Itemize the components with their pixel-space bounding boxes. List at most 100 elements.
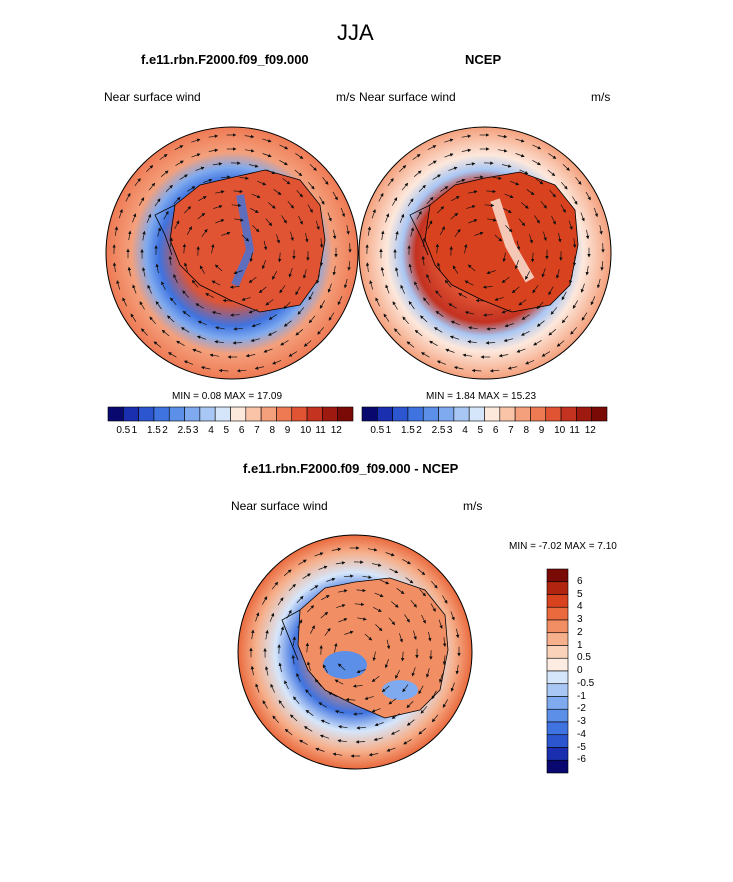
wind-vector — [560, 204, 566, 213]
wind-vector — [267, 330, 277, 336]
colorbar-tick-label: -1 — [577, 690, 586, 702]
wind-vector — [280, 626, 285, 636]
wind-vector — [196, 335, 207, 340]
wind-vector — [372, 563, 382, 567]
wind-vector — [404, 614, 410, 623]
wind-vector — [532, 144, 542, 150]
wind-vector — [548, 153, 557, 159]
wind-vector — [514, 259, 519, 270]
wind-vector — [201, 228, 208, 237]
wind-vector — [269, 612, 275, 622]
panel3-stats: MIN = -7.02 MAX = 7.10 — [509, 541, 617, 552]
colorbar-tick-label: 1 — [577, 639, 583, 651]
wind-vector — [344, 630, 354, 635]
wind-vector — [548, 329, 557, 336]
wind-vector — [305, 689, 312, 697]
wind-vector — [298, 215, 303, 225]
wind-vector — [251, 629, 255, 640]
wind-vector — [221, 231, 231, 236]
wind-vector — [273, 189, 282, 196]
colorbar-swatch — [546, 734, 569, 748]
map-panel1 — [105, 126, 359, 380]
wind-vector — [419, 588, 426, 597]
wind-vector — [295, 329, 304, 336]
wind-vector — [307, 204, 313, 213]
wind-vector — [328, 312, 335, 321]
wind-vector — [305, 232, 309, 243]
wind-vector — [335, 561, 346, 565]
wind-vector — [174, 220, 180, 230]
wind-vector — [439, 673, 443, 683]
wind-vector — [338, 618, 348, 623]
wind-vector — [196, 246, 200, 256]
colorbar-tick-label: 9 — [284, 425, 291, 436]
colorbar-swatch — [591, 406, 608, 422]
wind-vector — [435, 310, 444, 317]
wind-vector — [214, 340, 224, 344]
colorbar-tick-label: -2 — [577, 703, 586, 715]
wind-vector — [518, 299, 527, 306]
wind-vector — [391, 197, 398, 206]
wind-vector — [373, 606, 382, 612]
wind-vector — [502, 252, 506, 263]
wind-vector — [515, 138, 525, 143]
wind-vector — [467, 340, 477, 344]
wind-vector — [307, 661, 311, 671]
wind-vector — [486, 189, 497, 194]
wind-vector — [423, 297, 430, 306]
wind-vector — [184, 206, 192, 214]
wind-vector — [147, 284, 152, 294]
wind-vector — [385, 552, 395, 557]
wind-vector — [332, 229, 337, 240]
wind-vector — [255, 683, 260, 693]
wind-vector — [296, 189, 303, 198]
wind-vector — [437, 262, 441, 272]
wind-vector — [315, 747, 325, 752]
colorbar-tick-label: 3 — [577, 614, 583, 625]
wind-vector — [337, 296, 343, 306]
panel2-units: m/s — [591, 90, 611, 104]
wind-vector — [319, 300, 326, 309]
wind-vector — [244, 149, 255, 153]
wind-vector — [234, 218, 244, 222]
wind-vector — [369, 280, 374, 290]
wind-vector — [250, 665, 255, 676]
wind-vector — [262, 700, 268, 709]
wind-vector — [268, 314, 277, 320]
wind-vector — [302, 573, 311, 579]
wind-vector — [435, 243, 440, 254]
colorbar-tick-label: 0.5 — [370, 425, 385, 436]
colorbar-swatch — [546, 594, 569, 608]
wind-vector — [334, 679, 344, 685]
wind-vector — [387, 178, 394, 187]
wind-vector — [173, 196, 181, 205]
colorbar-swatch — [546, 619, 569, 634]
panel2-stats: MIN = 1.84 MAX = 15.23 — [426, 391, 537, 402]
wind-vector — [322, 664, 329, 673]
panel3-title: f.e11.rbn.F2000.f09_f09.000 - NCEP — [243, 461, 459, 476]
wind-vector — [331, 547, 342, 552]
wind-vector — [310, 585, 319, 591]
wind-vector — [220, 175, 231, 179]
colorbar-swatch — [361, 406, 378, 422]
colorbar-swatch — [230, 406, 247, 422]
wind-vector — [458, 293, 467, 299]
wind-vector — [418, 184, 426, 192]
wind-vector — [215, 326, 225, 330]
wind-vector — [562, 164, 570, 171]
wind-vector — [295, 286, 301, 296]
wind-vector — [168, 255, 173, 266]
wind-vector — [199, 265, 206, 274]
wind-vector — [315, 220, 320, 230]
wind-vector — [292, 636, 296, 646]
wind-vector — [399, 213, 405, 223]
wind-vector — [367, 548, 378, 552]
wind-vector — [400, 284, 405, 294]
wind-vector — [593, 207, 598, 218]
wind-vector — [556, 340, 565, 347]
wind-vector — [354, 602, 365, 607]
wind-vector — [208, 148, 219, 153]
wind-vector — [519, 169, 529, 175]
wind-vector — [265, 218, 273, 227]
